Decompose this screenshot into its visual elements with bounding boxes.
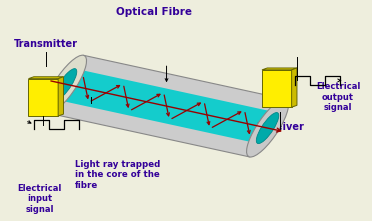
Ellipse shape [54, 69, 77, 100]
Ellipse shape [45, 55, 87, 113]
Polygon shape [29, 79, 58, 116]
Text: Light ray trapped
in the core of the
fibre: Light ray trapped in the core of the fib… [75, 160, 160, 190]
Polygon shape [58, 77, 64, 116]
Text: Receiver: Receiver [256, 122, 304, 132]
Polygon shape [48, 55, 285, 157]
Polygon shape [29, 77, 64, 79]
Polygon shape [262, 68, 297, 70]
Text: Electrical
input
signal: Electrical input signal [17, 184, 62, 214]
Ellipse shape [256, 112, 279, 144]
Text: Transmitter: Transmitter [14, 39, 78, 49]
Polygon shape [262, 70, 292, 107]
Text: Optical Fibre: Optical Fibre [116, 7, 192, 17]
Polygon shape [56, 69, 277, 143]
Ellipse shape [247, 99, 289, 157]
Polygon shape [292, 68, 297, 107]
Text: Electrical
output
signal: Electrical output signal [316, 82, 360, 112]
